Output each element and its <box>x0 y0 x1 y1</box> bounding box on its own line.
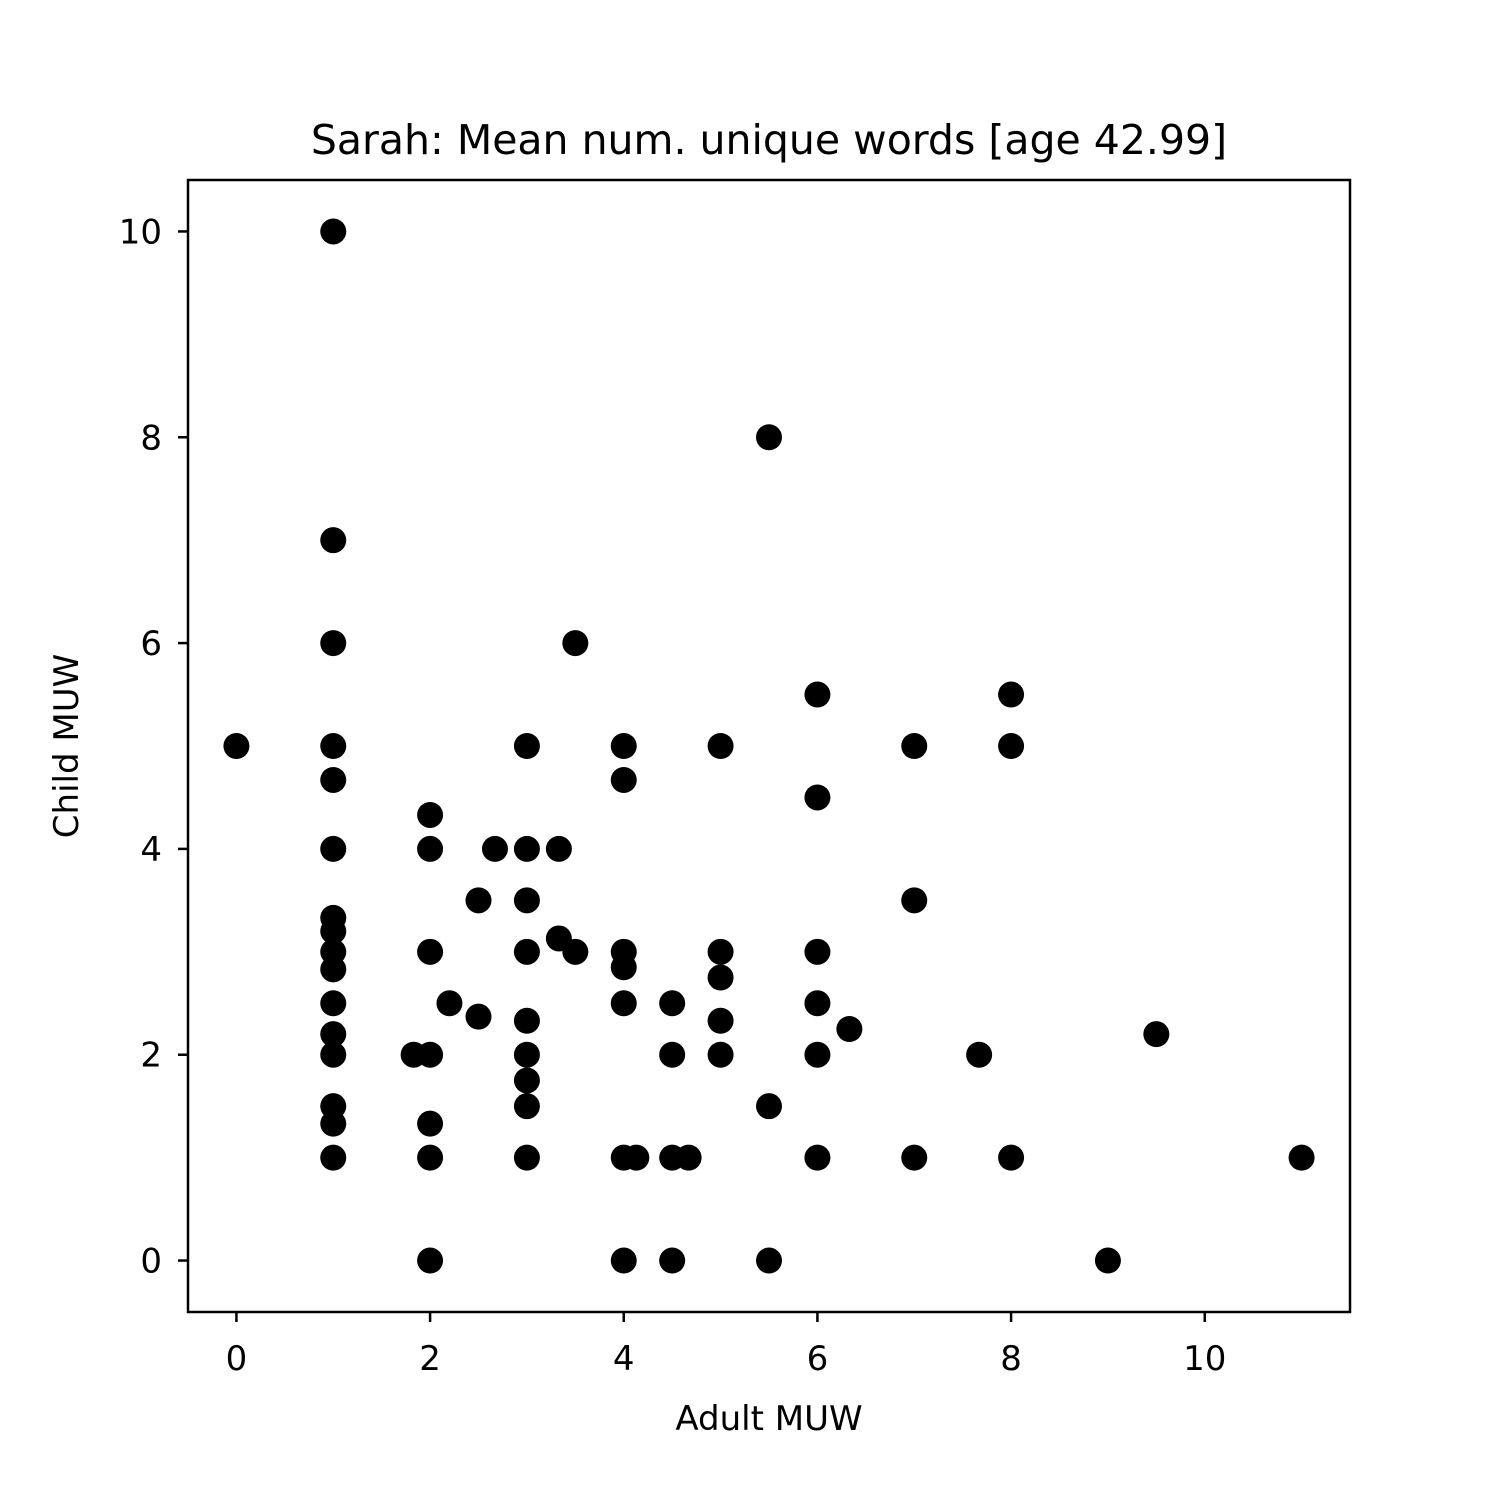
scatter-point <box>659 1247 686 1274</box>
scatter-point <box>513 835 540 862</box>
x-axis-label: Adult MUW <box>675 1399 862 1439</box>
scatter-point <box>513 887 540 914</box>
scatter-point <box>417 938 444 965</box>
scatter-point <box>513 1041 540 1068</box>
scatter-point <box>610 990 637 1017</box>
scatter-point <box>901 887 928 914</box>
scatter-point <box>513 1144 540 1171</box>
scatter-point <box>675 1144 702 1171</box>
scatter-point <box>707 733 734 759</box>
y-axis-label: Child MUW <box>47 654 87 838</box>
x-tick-label: 2 <box>419 1339 441 1379</box>
scatter-point <box>804 990 831 1017</box>
scatter-point <box>417 1144 444 1171</box>
scatter-point <box>320 1041 347 1068</box>
x-axis-ticks: 0 2 4 6 8 10 <box>226 1312 1226 1379</box>
y-tick-label: 0 <box>140 1242 162 1282</box>
scatter-point <box>545 835 572 862</box>
scatter-point <box>417 835 444 862</box>
scatter-point <box>804 681 831 708</box>
scatter-point <box>804 1041 831 1068</box>
scatter-point <box>901 1144 928 1171</box>
scatter-point <box>513 733 540 759</box>
scatter-point <box>966 1041 993 1068</box>
scatter-point <box>707 964 734 991</box>
scatter-point <box>1143 1021 1170 1048</box>
scatter-point <box>623 1144 650 1171</box>
scatter-point <box>320 1110 347 1137</box>
chart-title: Sarah: Mean num. unique words [age 42.99… <box>311 116 1227 164</box>
y-tick-label: 4 <box>140 830 162 870</box>
scatter-point <box>320 835 347 862</box>
scatter-point <box>659 990 686 1017</box>
scatter-point <box>707 1041 734 1068</box>
y-tick-label: 6 <box>140 624 162 664</box>
scatter-point <box>610 954 637 981</box>
scatter-point <box>320 918 347 945</box>
scatter-point <box>610 766 637 793</box>
x-tick-label: 0 <box>226 1339 248 1379</box>
y-tick-label: 8 <box>140 418 162 458</box>
scatter-point <box>481 835 508 862</box>
scatter-point <box>417 1247 444 1274</box>
scatter-point <box>836 1016 863 1042</box>
scatter-point <box>610 1247 637 1274</box>
scatter-point <box>417 801 444 828</box>
scatter-point <box>320 218 347 245</box>
scatter-point <box>998 733 1025 759</box>
scatter-point <box>610 733 637 759</box>
scatter-point <box>320 733 347 759</box>
scatter-point <box>513 1007 540 1034</box>
y-tick-label: 10 <box>119 212 162 252</box>
scatter-point <box>513 1067 540 1094</box>
scatter-point <box>998 681 1025 708</box>
scatter-point <box>756 1093 782 1120</box>
scatter-point <box>465 887 492 914</box>
scatter-point <box>465 1003 492 1030</box>
scatter-point <box>320 1144 347 1171</box>
scatter-point <box>804 1144 831 1171</box>
scatter-point <box>659 1041 686 1068</box>
scatter-point <box>1094 1247 1121 1274</box>
scatter-point <box>707 938 734 965</box>
scatter-point <box>707 1007 734 1034</box>
scatter-point <box>417 1110 444 1137</box>
scatter-point <box>562 938 589 965</box>
scatter-point <box>1288 1144 1315 1171</box>
scatter-point <box>804 938 831 965</box>
scatter-point <box>320 990 347 1017</box>
scatter-point <box>756 1247 782 1274</box>
scatter-point <box>320 527 347 554</box>
plot-area-frame <box>186 178 1352 1314</box>
scatter-point <box>756 424 782 451</box>
scatter-point <box>417 1041 444 1068</box>
y-tick-label: 2 <box>140 1036 162 1076</box>
scatter-point <box>320 1021 347 1048</box>
scatter-point <box>320 630 347 657</box>
scatter-point <box>320 766 347 793</box>
scatter-point <box>998 1144 1025 1171</box>
scatter-point <box>513 938 540 965</box>
y-axis-ticks: 0 2 4 6 8 10 <box>119 212 188 1282</box>
scatter-point <box>436 990 463 1017</box>
x-tick-label: 6 <box>807 1339 829 1379</box>
x-tick-label: 4 <box>613 1339 635 1379</box>
scatter-point <box>562 630 589 657</box>
x-tick-label: 10 <box>1183 1339 1226 1379</box>
data-points <box>223 218 1315 1274</box>
scatter-point <box>513 1093 540 1120</box>
scatter-point <box>223 733 250 759</box>
scatter-point <box>901 733 928 759</box>
scatter-point <box>320 956 347 983</box>
scatter-point <box>804 784 831 811</box>
x-tick-label: 8 <box>1000 1339 1022 1379</box>
